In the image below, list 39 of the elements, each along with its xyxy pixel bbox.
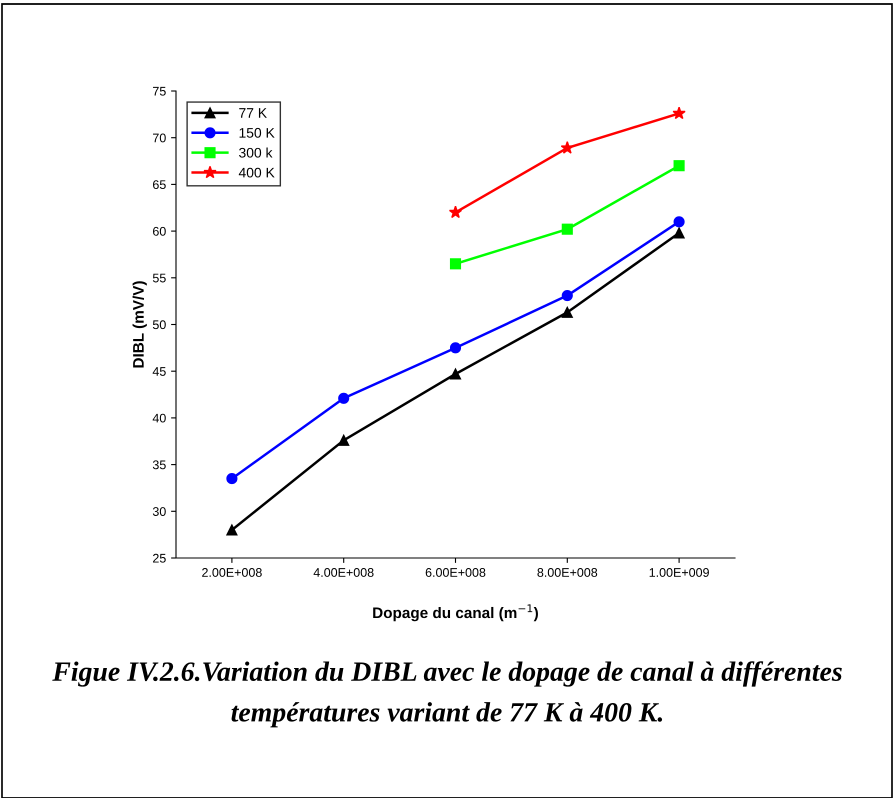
point xyxy=(674,216,685,228)
legend-label: 300 k xyxy=(239,147,272,158)
y-tick-label: 50 xyxy=(152,320,166,330)
point xyxy=(674,160,685,172)
point xyxy=(450,368,462,380)
point xyxy=(338,392,350,404)
x-tick-label: 1.00E+009 xyxy=(650,568,709,577)
y-tick-label: 40 xyxy=(152,414,166,423)
y-tick-label: 55 xyxy=(152,274,166,282)
x-tick-label: 6.00E+008 xyxy=(426,568,486,577)
y-tick-label: 30 xyxy=(152,507,166,516)
point xyxy=(448,205,462,218)
point xyxy=(226,473,238,484)
y-tick-label: 65 xyxy=(153,180,166,190)
point xyxy=(226,524,238,536)
x-tick-label: 4.00E+008 xyxy=(314,568,374,577)
point xyxy=(672,106,686,120)
x-axis-title: Dopage du canal (m$^{−1}$) xyxy=(373,604,538,622)
legend-label: 400 K xyxy=(238,168,275,178)
y-tick-label: 45 xyxy=(152,367,166,376)
legend-label: 150 K xyxy=(240,128,275,138)
text: Figue IV.2.6.Variation du DIBL avec le dopage de canal à différentes températures variant de 77 K à 400 K. xyxy=(52,661,842,728)
point xyxy=(450,342,462,354)
y-tick-label: 75 xyxy=(153,86,166,96)
y-tick-label: 25 xyxy=(153,554,166,563)
point xyxy=(560,141,574,154)
y-tick-label: 60 xyxy=(153,226,166,236)
point xyxy=(674,227,685,239)
y-axis-title: DIBL (mV/V) xyxy=(132,281,147,368)
point xyxy=(562,224,573,235)
point xyxy=(562,290,573,302)
point xyxy=(450,258,462,270)
point xyxy=(338,434,350,446)
y-tick-label: 35 xyxy=(152,460,166,470)
legend-label: 77 K xyxy=(239,108,267,118)
x-tick-label: 8.00E+008 xyxy=(537,568,598,577)
y-tick-label: 70 xyxy=(153,134,166,142)
x-tick-label: 2.00E+008 xyxy=(202,568,262,577)
point xyxy=(562,306,573,318)
